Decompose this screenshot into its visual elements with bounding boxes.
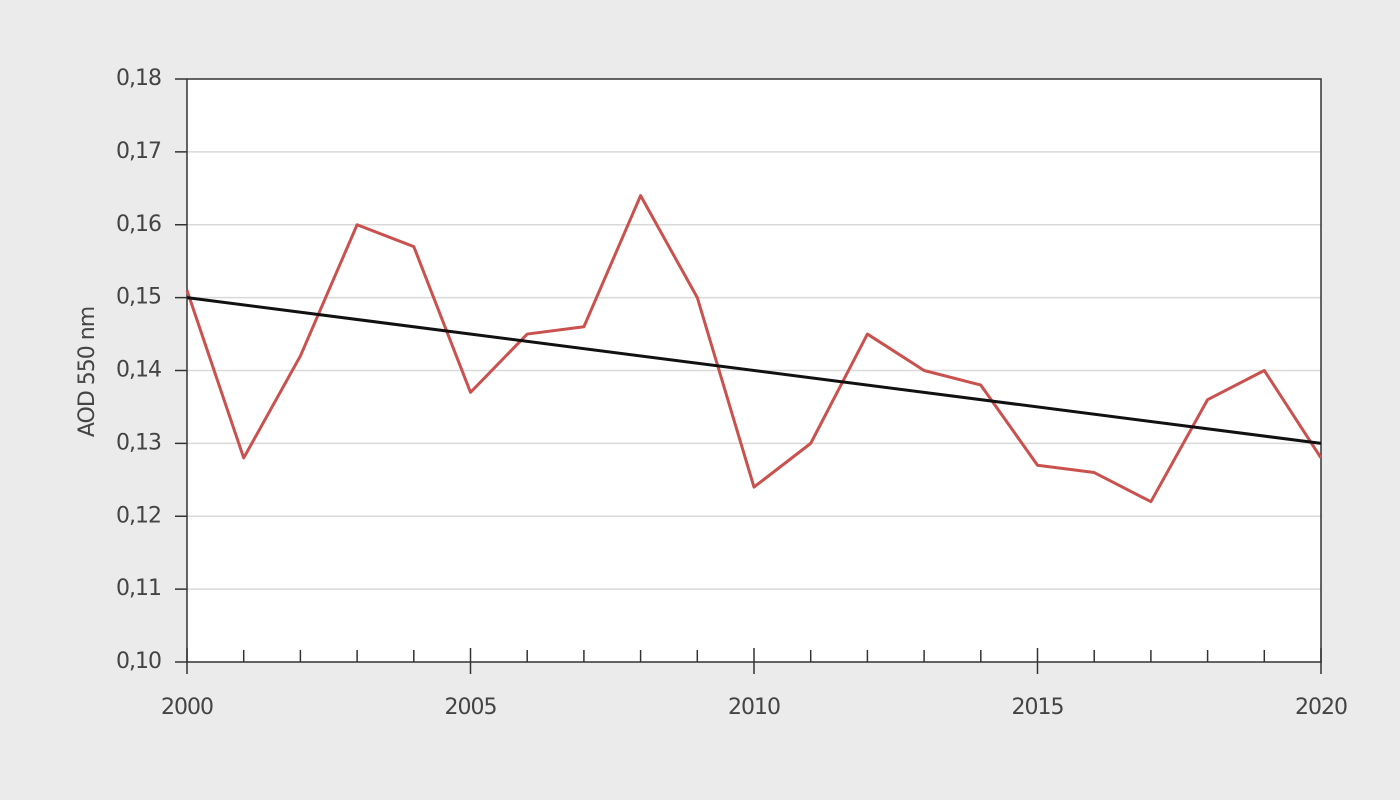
x-tick-label: 2000: [161, 695, 213, 720]
x-tick-label: 2010: [728, 695, 780, 720]
x-tick-label: 2020: [1295, 695, 1347, 720]
y-tick-label: 0,11: [116, 576, 161, 601]
data-line: [185, 194, 1323, 504]
y-tick-label: 0,17: [116, 139, 161, 164]
y-tick-label: 0,10: [116, 649, 161, 674]
plot-frame: [186, 78, 1322, 663]
y-tick-label: 0,15: [116, 285, 161, 310]
y-tick-label: 0,13: [116, 430, 161, 455]
x-tick-label: 2015: [1012, 695, 1064, 720]
data-line: [186, 296, 1322, 445]
y-tick-label: 0,18: [116, 66, 161, 91]
y-tick-label: 0,16: [116, 212, 161, 237]
y-tick-label: 0,12: [116, 503, 161, 528]
y-axis-label: AOD 550 nm: [75, 307, 100, 437]
y-tick-label: 0,14: [116, 358, 161, 383]
x-tick-label: 2005: [445, 695, 497, 720]
